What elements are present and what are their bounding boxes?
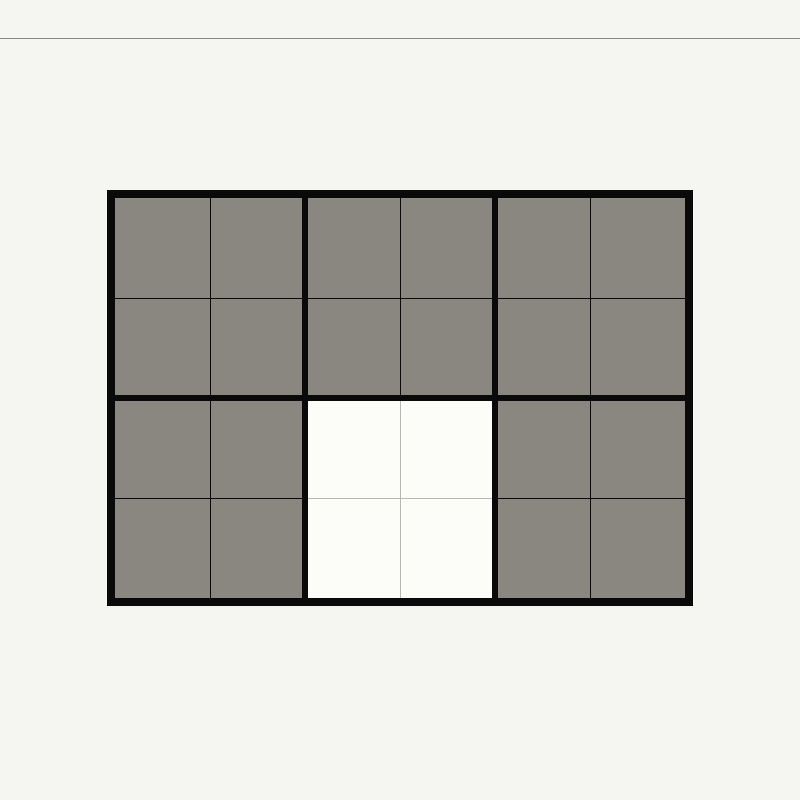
top-divider-line (0, 38, 800, 39)
grid-cell (305, 198, 400, 298)
grid-cell (590, 398, 685, 498)
grid-cell (305, 298, 400, 398)
grid-cell (210, 198, 305, 298)
grid-cell (210, 498, 305, 598)
grid-cell (115, 498, 210, 598)
grid-cell (590, 498, 685, 598)
grid-cell (305, 398, 400, 498)
grid-cell (210, 298, 305, 398)
grid-cell (590, 298, 685, 398)
grid-cell (115, 198, 210, 298)
grid-cell (400, 498, 495, 598)
fraction-grid (107, 190, 693, 606)
grid-cell (400, 398, 495, 498)
grid-cell (115, 398, 210, 498)
grid-cell (400, 198, 495, 298)
grid-cell (305, 498, 400, 598)
grid-cell (495, 298, 590, 398)
grid-cell (495, 198, 590, 298)
grid-cell (115, 298, 210, 398)
grid-cell (495, 398, 590, 498)
grid-cell (495, 498, 590, 598)
grid-cell (590, 198, 685, 298)
grid-cell (210, 398, 305, 498)
grid-cell (400, 298, 495, 398)
